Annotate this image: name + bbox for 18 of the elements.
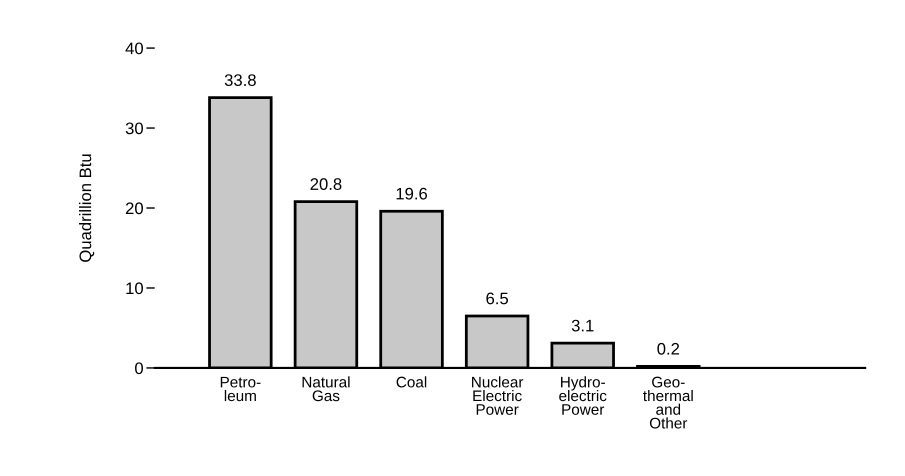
y-axis-title: Quadrillion Btu [79,154,94,262]
x-tick-label: Nuclear Electric Power [472,376,524,415]
y-tick-label: 10 [126,282,143,294]
data-label: 6.5 [486,292,508,304]
data-label: 19.6 [396,188,428,200]
data-label: 33.8 [224,74,256,86]
y-tick-label: 30 [126,122,143,134]
data-label: 0.2 [657,342,680,355]
x-tick-label: Petro- leum [220,376,260,402]
x-tick-label: Geo- thermal and Other [643,376,693,429]
x-tick-label: Coal [396,376,426,388]
x-tick-label: Natural Gas [302,376,350,402]
y-tick-label: 20 [126,202,143,214]
data-label: 20.8 [310,178,342,190]
data-label: 3.1 [572,320,594,332]
y-tick-label: 0 [135,362,143,374]
x-tick-label: Hydro- electric Power [559,376,607,415]
y-tick-label: 40 [125,42,143,54]
